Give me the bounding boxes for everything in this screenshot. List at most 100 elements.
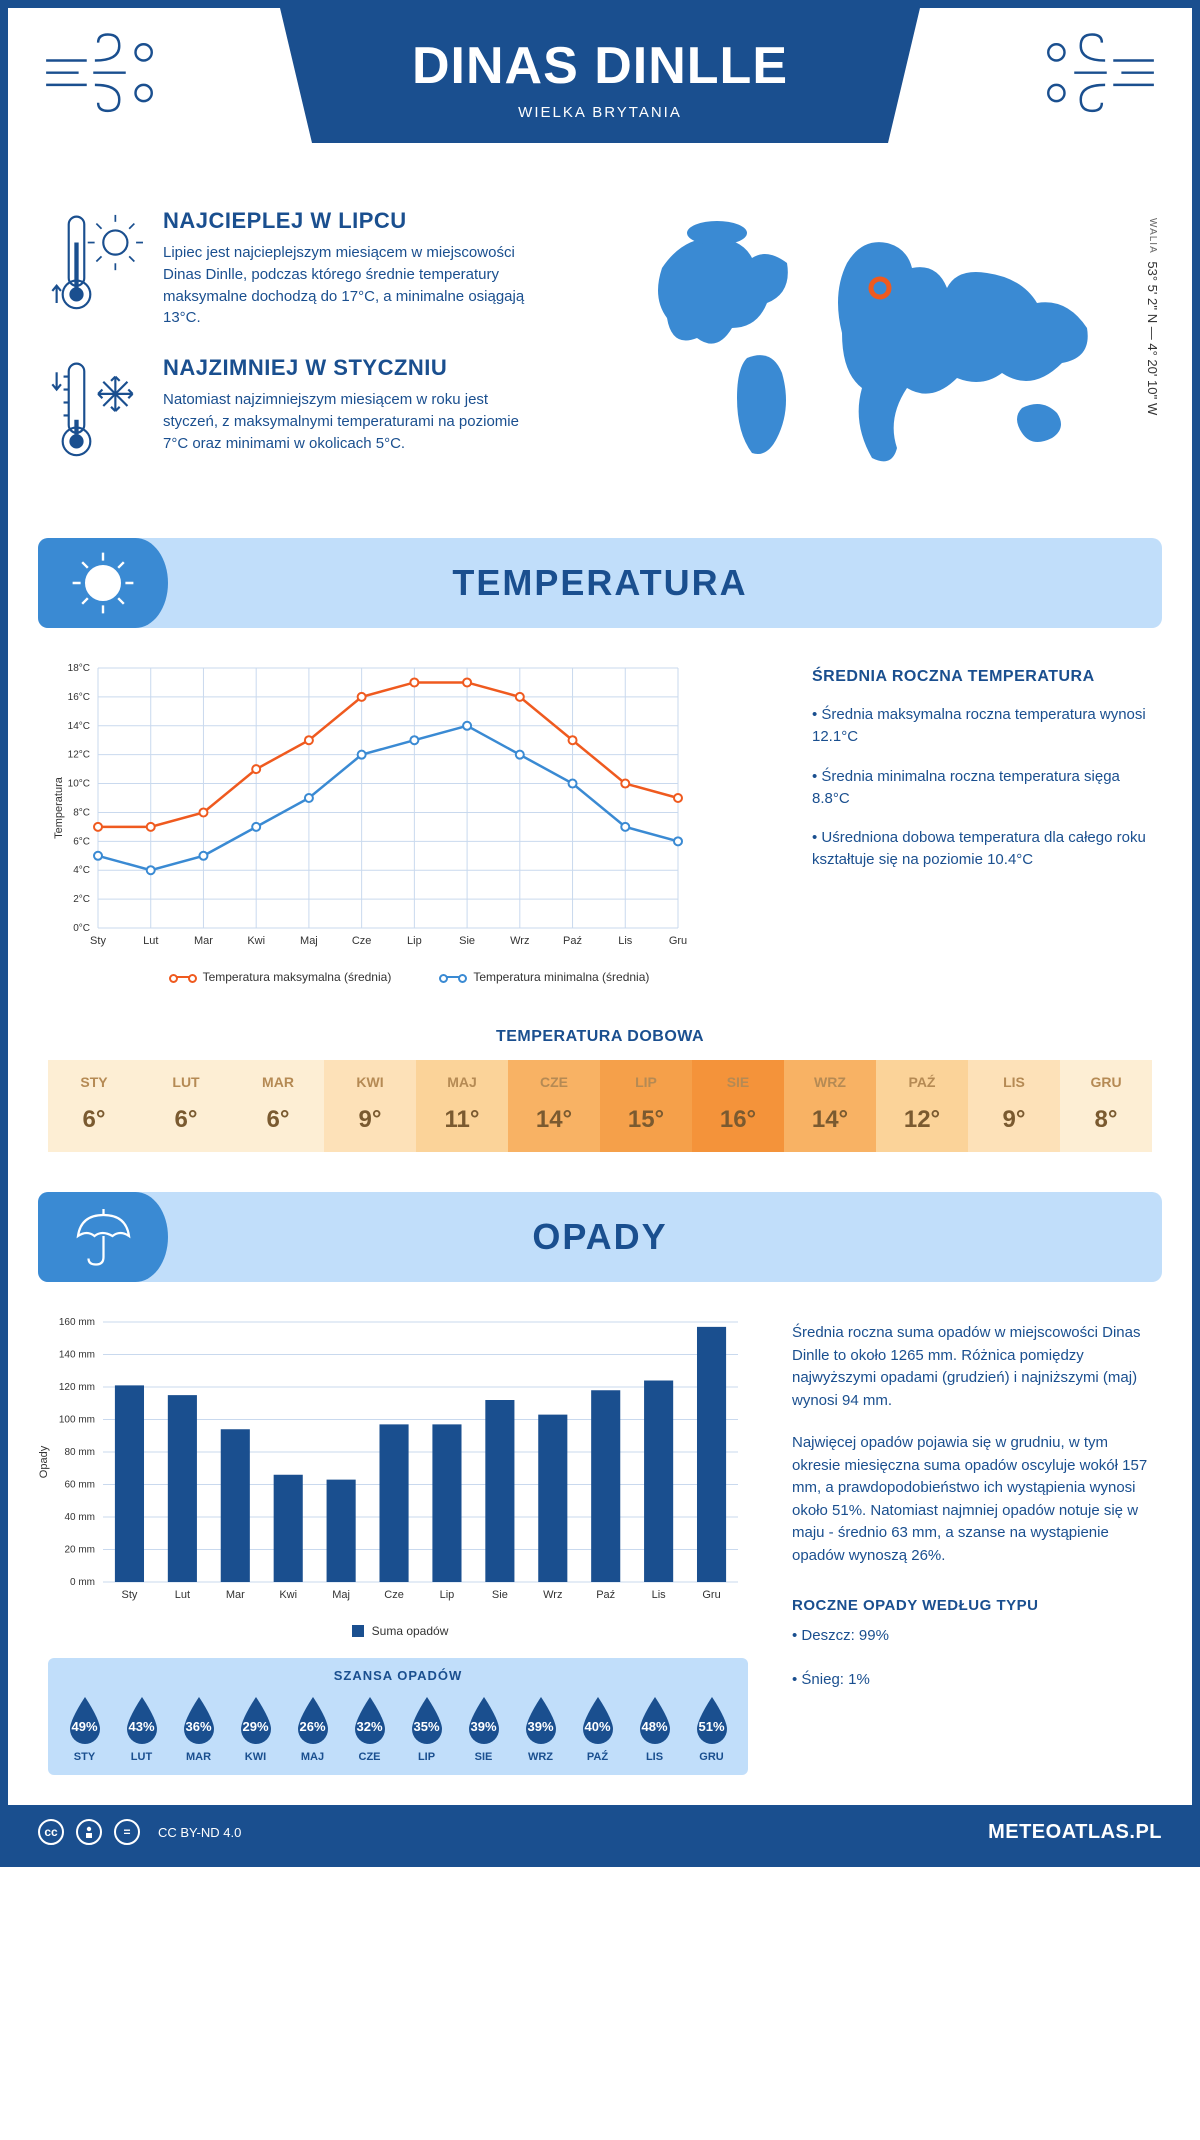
heat-value: 9° — [324, 1106, 416, 1134]
precipitation-section-banner: OPADY — [38, 1192, 1162, 1282]
svg-text:Gru: Gru — [702, 1589, 720, 1601]
chance-value: 29% — [235, 1719, 277, 1734]
heat-month: LIS — [968, 1074, 1060, 1090]
svg-text:120 mm: 120 mm — [59, 1382, 95, 1393]
temperature-section-banner: TEMPERATURA — [38, 538, 1162, 628]
svg-text:6°C: 6°C — [73, 837, 90, 848]
page: DINAS DINLLE WIELKA BRYTANIA — [0, 0, 1200, 1867]
chance-month: KWI — [227, 1751, 284, 1763]
world-map — [632, 208, 1112, 468]
coords-value: 53° 5' 2'' N — 4° 20' 10'' W — [1145, 261, 1160, 415]
heat-value: 6° — [140, 1106, 232, 1134]
svg-text:Lis: Lis — [618, 935, 633, 947]
precip-type-block: ROCZNE OPADY WEDŁUG TYPU • Deszcz: 99% •… — [792, 1597, 1152, 1692]
svg-text:8°C: 8°C — [73, 808, 90, 819]
svg-text:Sie: Sie — [459, 935, 475, 947]
heat-cell: LIP 15° — [600, 1060, 692, 1152]
svg-text:Gru: Gru — [669, 935, 687, 947]
heat-value: 6° — [232, 1106, 324, 1134]
heat-value: 6° — [48, 1106, 140, 1134]
legend-min-label: Temperatura minimalna (średnia) — [473, 970, 649, 984]
heat-cell: CZE 14° — [508, 1060, 600, 1152]
raindrop-icon: 29% — [235, 1693, 277, 1745]
heat-value: 14° — [784, 1106, 876, 1134]
intro-section: NAJCIEPLEJ W LIPCU Lipiec jest najcieple… — [8, 188, 1192, 528]
sun-icon — [38, 538, 168, 628]
country-label: WIELKA BRYTANIA — [280, 104, 920, 121]
heat-value: 14° — [508, 1106, 600, 1134]
heat-cell: STY 6° — [48, 1060, 140, 1152]
chance-value: 32% — [349, 1719, 391, 1734]
heat-month: WRZ — [784, 1074, 876, 1090]
temp-summary-heading: ŚREDNIA ROCZNA TEMPERATURA — [812, 668, 1152, 686]
precip-type-line: • Deszcz: 99% — [792, 1624, 1152, 1648]
chance-cell: 49% STY — [56, 1693, 113, 1763]
heat-cell: GRU 8° — [1060, 1060, 1152, 1152]
svg-text:80 mm: 80 mm — [64, 1447, 95, 1458]
warmest-text: Lipiec jest najcieplejszym miesiącem w m… — [163, 242, 543, 329]
chance-value: 26% — [292, 1719, 334, 1734]
svg-text:Kwi: Kwi — [247, 935, 265, 947]
svg-text:Wrz: Wrz — [543, 1589, 562, 1601]
heat-cell: WRZ 14° — [784, 1060, 876, 1152]
warmest-block: NAJCIEPLEJ W LIPCU Lipiec jest najcieple… — [48, 208, 592, 329]
intro-text-column: NAJCIEPLEJ W LIPCU Lipiec jest najcieple… — [48, 208, 592, 498]
svg-text:18°C: 18°C — [68, 663, 90, 674]
by-icon — [76, 1819, 102, 1845]
temp-ylabel: Temperatura — [53, 777, 65, 839]
raindrop-icon: 43% — [121, 1693, 163, 1745]
svg-text:Sty: Sty — [122, 1589, 138, 1601]
precipitation-title: OPADY — [168, 1216, 1162, 1258]
svg-text:160 mm: 160 mm — [59, 1317, 95, 1328]
svg-text:Mar: Mar — [194, 935, 213, 947]
svg-text:Lip: Lip — [440, 1589, 455, 1601]
thermometer-snowflake-icon — [48, 355, 143, 472]
heat-month: STY — [48, 1074, 140, 1090]
heat-month: LUT — [140, 1074, 232, 1090]
heat-value: 11° — [416, 1106, 508, 1134]
chance-cell: 39% WRZ — [512, 1693, 569, 1763]
raindrop-icon: 51% — [691, 1693, 733, 1745]
svg-text:Paź: Paź — [563, 935, 582, 947]
heat-value: 15° — [600, 1106, 692, 1134]
chance-value: 39% — [463, 1719, 505, 1734]
heat-cell: MAJ 11° — [416, 1060, 508, 1152]
chance-cell: 36% MAR — [170, 1693, 227, 1763]
svg-text:0°C: 0°C — [73, 923, 90, 934]
svg-text:4°C: 4°C — [73, 865, 90, 876]
svg-text:Lut: Lut — [143, 935, 158, 947]
precip-summary-p1: Średnia roczna suma opadów w miejscowośc… — [792, 1322, 1152, 1412]
chance-month: LUT — [113, 1751, 170, 1763]
raindrop-icon: 48% — [634, 1693, 676, 1745]
svg-text:140 mm: 140 mm — [59, 1350, 95, 1361]
chance-value: 39% — [520, 1719, 562, 1734]
chance-cell: 51% GRU — [683, 1693, 740, 1763]
svg-text:Maj: Maj — [300, 935, 318, 947]
chance-value: 51% — [691, 1719, 733, 1734]
heat-month: MAJ — [416, 1074, 508, 1090]
svg-text:Kwi: Kwi — [279, 1589, 297, 1601]
chance-cell: 48% LIS — [626, 1693, 683, 1763]
daily-temp-grid: STY 6° LUT 6° MAR 6° KWI 9° MAJ 11° CZE … — [48, 1060, 1152, 1152]
heat-value: 9° — [968, 1106, 1060, 1134]
nd-icon: = — [114, 1819, 140, 1845]
legend-precip: Suma opadów — [352, 1624, 449, 1638]
svg-text:Lip: Lip — [407, 935, 422, 947]
temperature-row: Temperatura 0°C2°C4°C6°C8°C10°C12°C14°C1… — [8, 628, 1192, 1004]
temperature-summary: ŚREDNIA ROCZNA TEMPERATURA • Średnia mak… — [812, 658, 1152, 984]
cc-icon: cc — [38, 1819, 64, 1845]
chance-value: 48% — [634, 1719, 676, 1734]
temp-legend: Temperatura maksymalna (średnia) Tempera… — [48, 970, 772, 984]
svg-text:Sty: Sty — [90, 935, 106, 947]
precipitation-chart: Opady 0 mm20 mm40 mm60 mm80 mm100 mm120 … — [48, 1312, 752, 1775]
chance-month: CZE — [341, 1751, 398, 1763]
chance-value: 40% — [577, 1719, 619, 1734]
heat-cell: LIS 9° — [968, 1060, 1060, 1152]
precip-ylabel: Opady — [38, 1446, 50, 1478]
svg-text:16°C: 16°C — [68, 692, 90, 703]
chance-cell: 29% KWI — [227, 1693, 284, 1763]
legend-min: Temperatura minimalna (średnia) — [441, 970, 649, 984]
raindrop-icon: 39% — [520, 1693, 562, 1745]
svg-text:10°C: 10°C — [68, 779, 90, 790]
heat-month: CZE — [508, 1074, 600, 1090]
